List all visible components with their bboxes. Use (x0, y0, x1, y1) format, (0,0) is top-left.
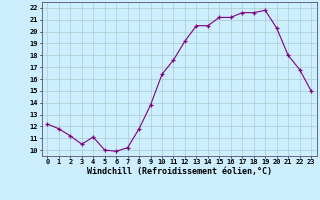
X-axis label: Windchill (Refroidissement éolien,°C): Windchill (Refroidissement éolien,°C) (87, 167, 272, 176)
